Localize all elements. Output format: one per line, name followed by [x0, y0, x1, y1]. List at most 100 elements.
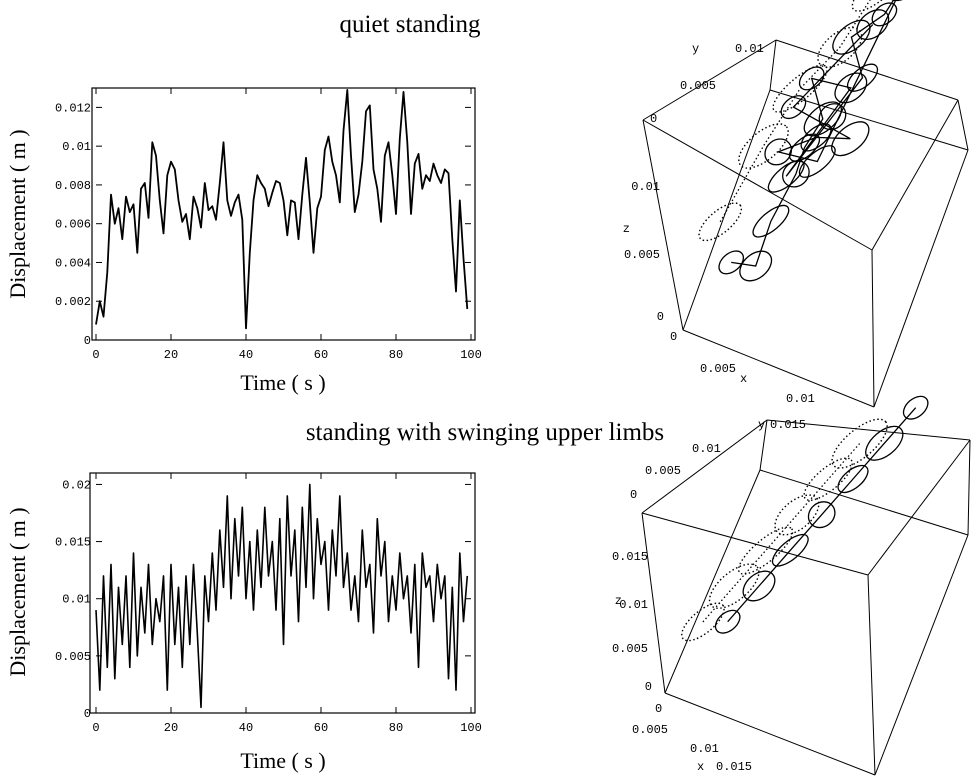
y-tick-label: 0	[630, 488, 637, 502]
z-tick-label: 0.01	[619, 598, 648, 612]
trajectory-loop	[739, 250, 773, 282]
x-axis-label: Time ( s )	[240, 748, 325, 773]
chart-top-left: 0 0.002 0.004 0.006 0.008 0.01 0.012 0 20 40 60 80…	[5, 87, 482, 395]
y-tick-label: 0.02	[62, 478, 91, 492]
z-tick-label: 0.005	[624, 248, 660, 262]
box-edge	[957, 99, 969, 151]
box-edge	[642, 119, 873, 251]
x-axis-name: x	[740, 372, 747, 386]
box-edge	[642, 119, 684, 331]
y-axis-name: y	[758, 418, 765, 432]
trajectory-loop	[718, 250, 745, 275]
y-tick-label: 0.006	[55, 218, 91, 232]
x-tick-label: 20	[164, 721, 178, 735]
trajectory-loop	[788, 133, 821, 162]
trajectory-path	[727, 407, 917, 623]
trajectory-loop	[764, 138, 793, 166]
trajectory-loop	[737, 526, 794, 575]
trajectory-loop	[782, 160, 810, 188]
x-tick-label: 100	[460, 721, 482, 735]
box-edge	[874, 534, 969, 776]
trajectory-loop	[837, 464, 869, 494]
box-edge	[871, 249, 875, 408]
box-edge	[769, 89, 969, 151]
y-tick-label: 0.01	[692, 442, 721, 456]
z-tick-label: 0.01	[631, 180, 660, 194]
trajectory-loop	[871, 2, 898, 27]
trajectory-loop	[714, 609, 741, 634]
x-axis-ticks: 0 20 40 60 80 100	[92, 473, 482, 735]
x-tick-label: 0	[670, 330, 677, 344]
y-tick-label: 0.015	[55, 536, 91, 550]
title-quiet-standing: quiet standing	[340, 11, 481, 38]
box-edge	[641, 512, 666, 694]
x-tick-label: 0	[655, 702, 662, 716]
y-tick-label: 0.01	[735, 42, 764, 56]
z-tick-label: 0	[645, 680, 652, 694]
box-edge	[871, 99, 959, 251]
y-tick-label: 0.004	[55, 256, 91, 270]
box-edge	[766, 419, 971, 441]
trajectory-loop	[803, 457, 853, 501]
axis-labels: y 0.0150.010.00500.015z0.010.005000.0050.…	[612, 418, 806, 774]
x-tick-label: 40	[239, 348, 253, 362]
x-tick-label: 80	[389, 348, 403, 362]
x-tick-label: 80	[389, 721, 403, 735]
y-tick-label: 0	[650, 112, 657, 126]
x-tick-label: 100	[460, 348, 482, 362]
z-axis-name: z	[615, 594, 622, 608]
trajectory-loop	[681, 602, 725, 642]
y-axis-ticks: 0 0.002 0.004 0.006 0.008 0.01 0.012	[55, 101, 471, 348]
bounding-box	[641, 419, 971, 776]
chart-3d-bottom-right: y 0.0150.010.00500.015z0.010.005000.0050.…	[612, 395, 971, 776]
y-axis-label: Displacement ( m )	[5, 129, 30, 298]
trajectory	[681, 395, 929, 642]
trajectory-loop	[800, 123, 832, 152]
trajectory-loop	[831, 121, 870, 157]
y-tick-label: 0.005	[680, 79, 716, 93]
x-tick-label: 0	[92, 721, 99, 735]
trajectory-loop	[865, 425, 904, 461]
box-edge	[682, 329, 875, 408]
y-tick-label: 0.01	[62, 140, 91, 154]
box-edge	[769, 39, 777, 91]
title-swinging-upper-limbs: standing with swinging upper limbs	[306, 419, 664, 446]
box-edge	[642, 39, 777, 121]
trajectory-loop	[817, 26, 863, 68]
x-tick-label: 0.01	[690, 742, 719, 756]
trajectory-loop	[742, 570, 776, 602]
y-tick-label: 0.012	[55, 101, 91, 115]
box-edge	[641, 419, 768, 514]
y-tick-label: 0.01	[62, 593, 91, 607]
x-tick-label: 40	[239, 721, 253, 735]
trajectory-loop	[767, 159, 805, 193]
trajectory-loop	[902, 395, 929, 420]
trajectory-loop	[698, 202, 743, 242]
bounding-box	[642, 39, 969, 408]
box-edge	[664, 692, 876, 776]
y-tick-label: 0.005	[55, 650, 91, 664]
trajectory-loop	[856, 9, 890, 41]
plot-frame	[89, 472, 476, 714]
y-axis-label: Displacement ( m )	[5, 507, 30, 676]
x-axis-label: Time ( s )	[240, 370, 325, 395]
y-tick-label: 0.008	[55, 179, 91, 193]
z-axis-name: z	[623, 222, 630, 236]
x-tick-label: 0	[92, 348, 99, 362]
box-edge	[775, 39, 959, 101]
box-edge	[641, 512, 869, 576]
trajectory	[698, 0, 920, 282]
trajectory-loop	[771, 533, 809, 567]
y-tick-label: 0.005	[645, 464, 681, 478]
box-edge	[759, 469, 969, 536]
box-edge	[759, 419, 768, 471]
trajectory-loop	[780, 95, 807, 120]
x-tick-label: 60	[314, 348, 328, 362]
y-tick-label: 0.015	[770, 418, 806, 432]
trajectory-loop	[708, 563, 760, 609]
box-edge	[867, 439, 971, 576]
plot-frame	[91, 87, 476, 341]
